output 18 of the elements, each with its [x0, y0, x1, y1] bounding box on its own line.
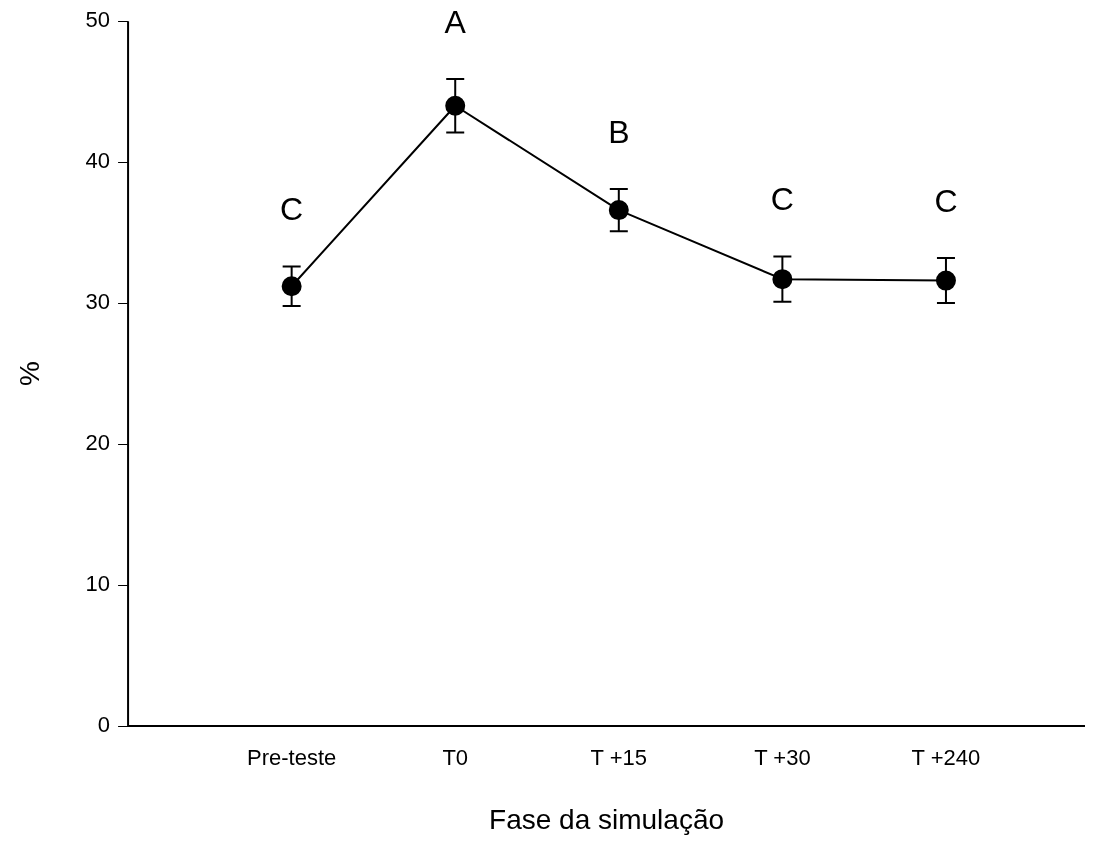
y-tick-label: 40 [85, 148, 111, 174]
x-tick-label: T +15 [590, 745, 648, 771]
y-tick-label: 30 [85, 289, 111, 315]
annotation: C [280, 191, 304, 228]
x-tick-label: T +30 [754, 745, 811, 771]
x-tick-label: Pre-teste [247, 745, 337, 771]
annotation: B [608, 113, 630, 150]
y-tick-label: 10 [85, 571, 111, 597]
x-tick-label: T0 [442, 745, 469, 771]
y-tick-label: 0 [97, 712, 111, 738]
x-tick-label: T +240 [911, 745, 981, 771]
x-axis-title: Fase da simulação [489, 803, 725, 835]
y-axis-title: % [13, 361, 45, 387]
annotation: C [934, 182, 958, 219]
y-tick-label: 20 [85, 430, 111, 456]
annotation: A [444, 3, 467, 40]
y-tick-label: 50 [85, 7, 111, 33]
annotation: C [770, 181, 794, 218]
